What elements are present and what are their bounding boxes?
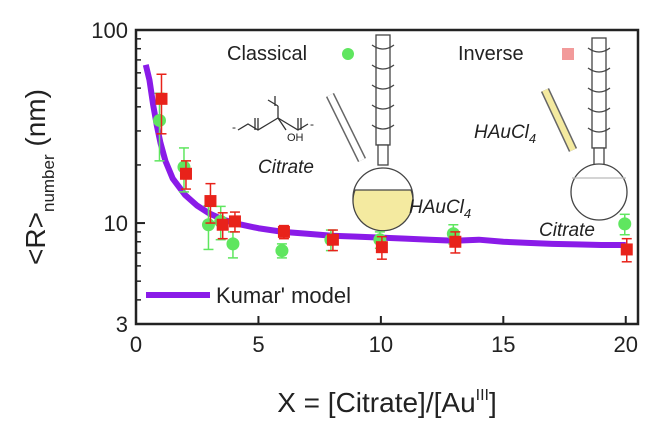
data-point-inverse [155,92,168,105]
x-axis-title: X = [Citrate]/[AuIII] [277,387,497,418]
classical-label: Classical [227,43,307,65]
plot-frame [134,28,640,326]
x-axis: 0 5 10 15 20 [130,316,638,357]
y-tick-label: 100 [91,18,128,43]
molecule-minus-right: - [310,117,314,131]
classical-marker-key [342,48,354,60]
data-point-classical [152,113,166,127]
x-tick-label: 0 [130,332,142,357]
data-point-inverse [204,195,217,208]
data-point-inverse [620,243,633,256]
data-point-inverse [277,225,290,238]
classical-apparatus [325,34,414,232]
classical-flask-liquid [352,189,414,232]
inverse-marker-key [562,48,574,60]
haucl4-label-1: HAuCl4 [409,197,471,221]
y-tick-label: 10 [104,211,128,236]
y-axis-title: <R>number (nm) [20,89,58,265]
y-axis: 3 10 100 [91,18,145,337]
y-axis-title-sub: number [39,154,58,212]
x-tick-label: 15 [491,332,515,357]
inverse-label: Inverse [458,43,524,65]
citrate-label-2: Citrate [539,220,595,241]
y-tick-label: 3 [116,312,128,337]
x-axis-title-sup: III [476,387,489,404]
data-point-inverse [228,215,241,228]
points-layer [152,73,633,263]
model-layer [142,64,626,248]
molecule-oh: OH [287,132,304,144]
data-point-classical [201,218,215,232]
series-line-kumar-model [142,64,626,248]
data-point-classical [618,217,632,231]
data-point-inverse [449,235,462,248]
citrate-label-1: Citrate [258,157,314,178]
data-point-inverse [375,241,388,254]
x-tick-label: 5 [252,332,264,357]
data-point-classical [275,244,289,258]
data-point-inverse [326,233,339,246]
x-tick-label: 20 [614,332,638,357]
molecule-minus: - [232,120,236,134]
data-point-inverse [179,167,192,180]
data-point-inverse [216,218,229,231]
inverse-apparatus [540,37,628,221]
data-point-classical [226,237,240,251]
haucl4-label-2: HAuCl4 [474,122,536,146]
citrate-molecule [237,96,309,131]
x-tick-label: 10 [369,332,393,357]
legend-label-kumar: Kumar' model [216,283,351,308]
legend: Kumar' model [146,283,351,308]
